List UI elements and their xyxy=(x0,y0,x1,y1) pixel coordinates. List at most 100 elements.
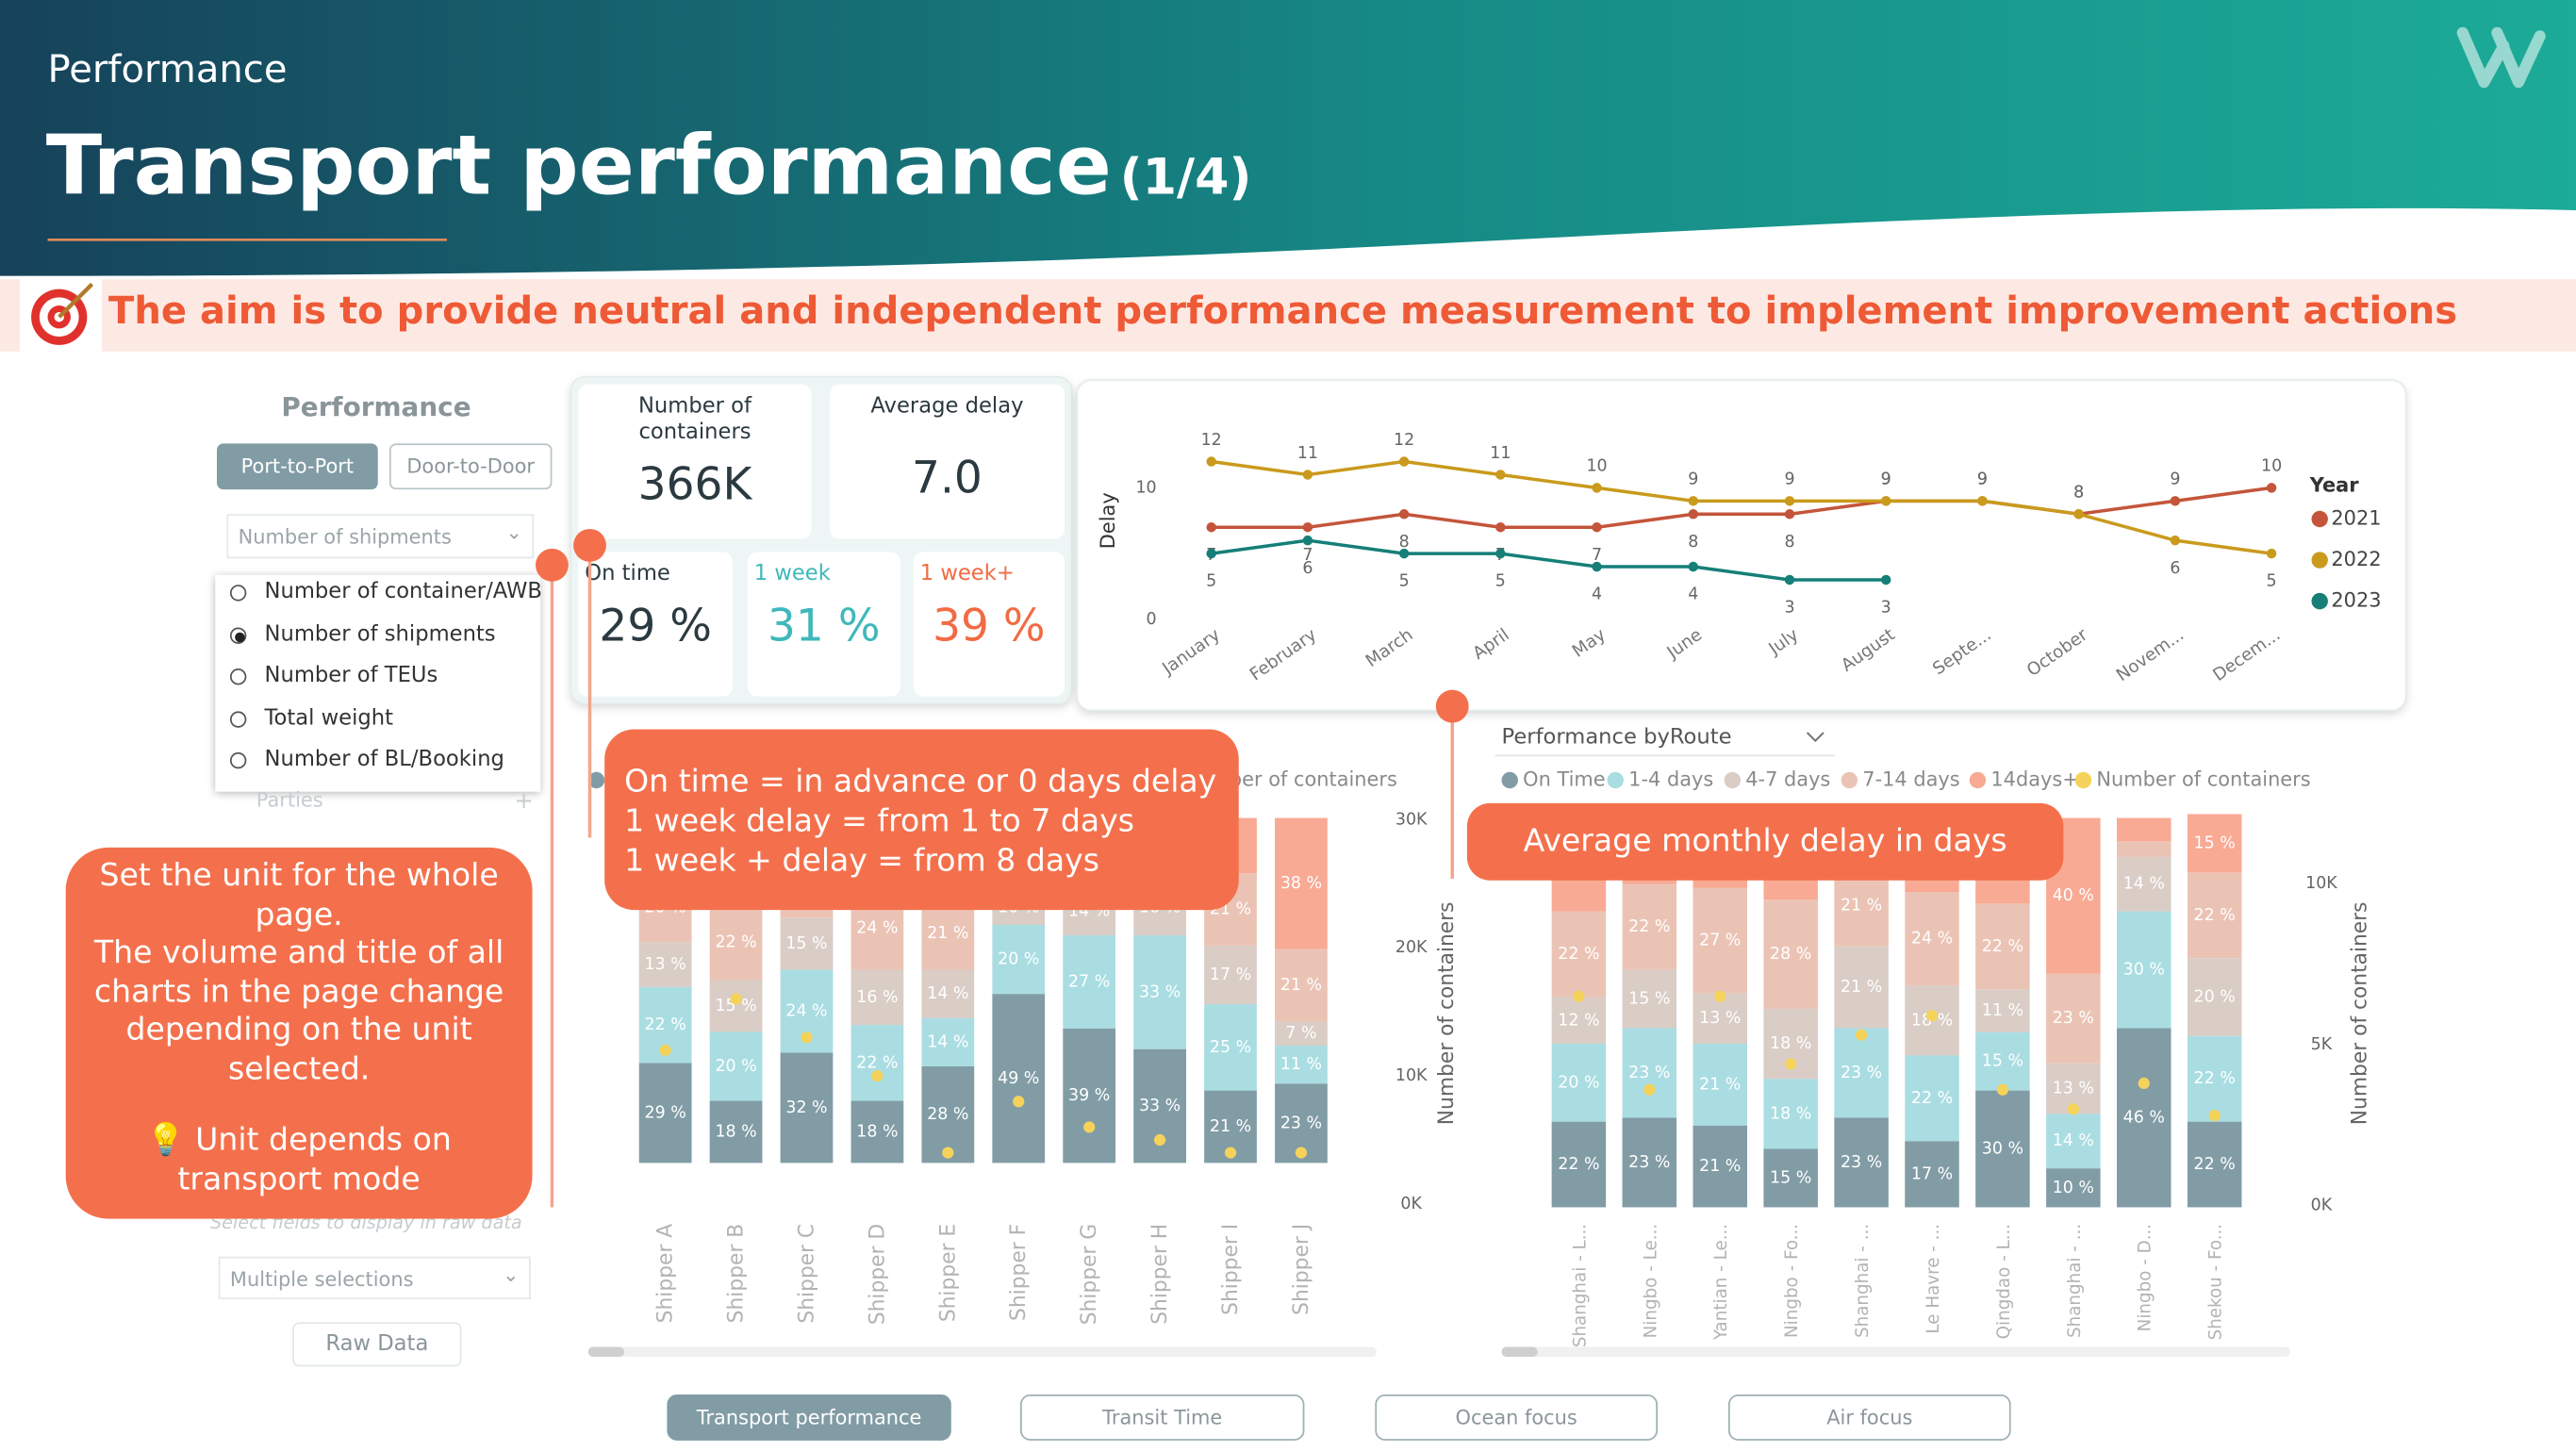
bar-segment xyxy=(1622,969,1677,1029)
bar-segment xyxy=(1905,892,1959,986)
option-label: Number of shipments xyxy=(264,621,496,647)
data-label: 9 xyxy=(1881,470,1891,489)
unit-option[interactable]: Number of shipments xyxy=(215,619,540,660)
bar-segment xyxy=(1975,989,2030,1032)
radio[interactable] xyxy=(229,710,247,727)
expand-icon[interactable]: + xyxy=(514,788,534,816)
kpi-card: On time 29 % xyxy=(578,552,734,697)
data-label: 23 % xyxy=(1628,1153,1670,1172)
bar-segment xyxy=(2046,1114,2101,1169)
data-label: 7 xyxy=(1302,546,1313,565)
fields-dropdown[interactable]: Multiple selections ⌄ xyxy=(218,1256,531,1300)
callout-line: The volume and title of all charts in th… xyxy=(93,934,504,1087)
callout-line: 1 week + delay = from 8 days xyxy=(624,842,1099,880)
mode-button[interactable]: Port-to-Port xyxy=(216,443,378,490)
unit-option[interactable]: Number of TEUs xyxy=(215,660,540,701)
unit-option[interactable]: Total weight xyxy=(215,702,540,744)
container-dot xyxy=(2208,1109,2221,1122)
scroll-thumb[interactable] xyxy=(587,1346,625,1357)
bar-segment xyxy=(780,917,834,970)
container-dot xyxy=(1013,1096,1025,1108)
data-label: 22 % xyxy=(1558,1155,1599,1174)
point xyxy=(1398,548,1410,559)
legend-marker xyxy=(2311,510,2328,528)
bar-segment xyxy=(1063,934,1116,1029)
y2-axis-label: Number of containers xyxy=(2349,902,2372,1126)
container-dot xyxy=(1925,1010,1939,1022)
unit-dropdown[interactable]: Number of shipments ⌄ xyxy=(226,514,535,559)
parties-filter[interactable]: Parties xyxy=(256,788,323,812)
raw-data-button[interactable]: Raw Data xyxy=(292,1322,462,1367)
radio[interactable] xyxy=(229,751,247,769)
legend-label: 2022 xyxy=(2331,548,2381,570)
data-label: 9 xyxy=(1977,470,1988,489)
data-label: 5 xyxy=(2267,572,2277,591)
data-label: 28 % xyxy=(927,1105,968,1124)
y2-tick-label: 30K xyxy=(1395,810,1428,829)
container-dot xyxy=(1855,1029,1868,1041)
radio[interactable] xyxy=(229,626,247,644)
unit-option[interactable]: Number of BL/Booking xyxy=(215,744,540,785)
data-label: 24 % xyxy=(856,919,898,938)
data-label: 17 % xyxy=(1210,965,1251,984)
legend-marker xyxy=(2311,552,2328,569)
data-label: 33 % xyxy=(1139,1097,1181,1115)
container-dot xyxy=(1785,1058,1797,1070)
data-label: 3 xyxy=(1784,599,1794,618)
kpi-label: On time xyxy=(585,561,670,586)
point xyxy=(1784,574,1795,586)
y2-tick-label: 0K xyxy=(2311,1196,2333,1215)
kpi-value: 7.0 xyxy=(912,453,983,504)
data-label: 10 % xyxy=(2053,1179,2094,1197)
option-label: Number of container/AWB xyxy=(264,579,542,605)
data-label: 20 % xyxy=(998,950,1039,969)
bar-segment xyxy=(1693,1044,1747,1126)
radio[interactable] xyxy=(229,668,247,685)
point xyxy=(1592,561,1602,572)
kpi-card: Number of containers 366K xyxy=(578,384,812,539)
bar-segment xyxy=(638,1063,692,1163)
chevron: ⌄ xyxy=(503,1262,520,1287)
bar-segment xyxy=(2046,1168,2101,1208)
line-chart-panel xyxy=(1077,381,2405,710)
chart-title: Performance byRoute xyxy=(1502,725,1732,750)
data-label: 9 xyxy=(1881,470,1891,489)
point xyxy=(1592,521,1602,533)
data-label: 30 % xyxy=(2123,961,2165,980)
x-tick-label: Shipper G xyxy=(1078,1224,1101,1325)
tab[interactable]: Transit Time xyxy=(1019,1394,1305,1441)
point xyxy=(1977,496,1988,506)
data-label: 13 % xyxy=(645,955,686,974)
kpi-value: 39 % xyxy=(933,601,1046,652)
tab[interactable]: Air focus xyxy=(1727,1394,2011,1441)
tab[interactable]: Transport performance xyxy=(667,1394,951,1441)
container-dot xyxy=(1083,1121,1096,1133)
y2-tick-label: 20K xyxy=(1395,938,1428,957)
bar-segment xyxy=(992,994,1046,1163)
data-label: 21 % xyxy=(1841,978,1882,997)
data-label: 21 % xyxy=(1210,1117,1251,1136)
bar-segment xyxy=(709,904,763,981)
callout-line: On time = in advance or 0 days delay xyxy=(624,764,1217,800)
y-tick-label: 10 xyxy=(1135,478,1156,497)
mode-button[interactable]: Door-to-Door xyxy=(388,443,553,490)
sidebar-title: Performance xyxy=(281,390,471,422)
bar-segment xyxy=(1204,1004,1257,1091)
radio[interactable] xyxy=(229,585,247,602)
container-dot xyxy=(2138,1077,2150,1090)
bar-segment xyxy=(1834,946,1889,1029)
scroll-thumb[interactable] xyxy=(1501,1346,1538,1357)
data-label: 15 % xyxy=(715,997,756,1015)
y-tick-label: 0 xyxy=(1147,610,1157,629)
tab[interactable]: Ocean focus xyxy=(1375,1394,1659,1441)
bar-segment xyxy=(1975,1031,2030,1091)
bar-segment xyxy=(1275,817,1328,949)
bar-segment xyxy=(2117,911,2171,1029)
data-label: 46 % xyxy=(2123,1108,2165,1127)
data-label: 14 % xyxy=(2053,1131,2094,1150)
scrollbar[interactable] xyxy=(1501,1346,2290,1357)
scrollbar[interactable] xyxy=(587,1346,1378,1357)
unit-option[interactable]: Number of container/AWB xyxy=(215,576,542,618)
data-label: 21 % xyxy=(1699,1157,1741,1176)
